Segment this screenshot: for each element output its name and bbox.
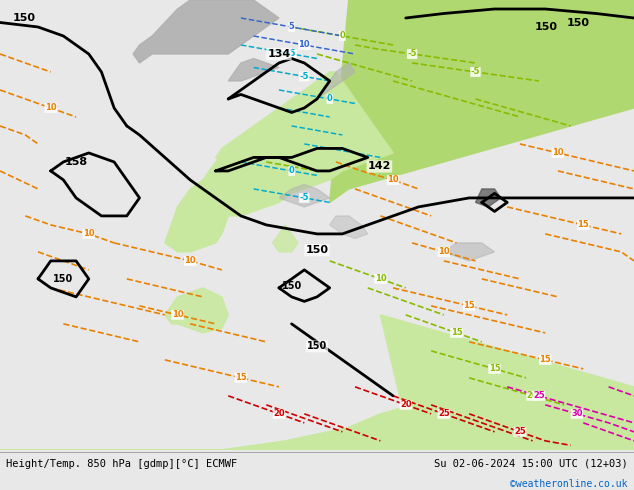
Polygon shape <box>216 144 241 162</box>
Text: 25: 25 <box>533 392 545 400</box>
Polygon shape <box>330 216 368 239</box>
Polygon shape <box>133 0 279 63</box>
Text: 15: 15 <box>451 328 462 338</box>
Text: 10: 10 <box>184 256 196 266</box>
Text: 150: 150 <box>306 245 328 255</box>
Text: ©weatheronline.co.uk: ©weatheronline.co.uk <box>510 479 628 489</box>
Text: 10: 10 <box>387 175 399 184</box>
Text: 10: 10 <box>375 274 386 283</box>
Text: 142: 142 <box>368 161 391 172</box>
Polygon shape <box>273 225 298 252</box>
Polygon shape <box>165 288 228 333</box>
Text: 134: 134 <box>268 49 290 59</box>
Text: 158: 158 <box>65 157 87 167</box>
Text: 20: 20 <box>400 400 411 409</box>
Text: 0: 0 <box>327 95 333 103</box>
Text: 150: 150 <box>307 342 327 351</box>
Text: 10: 10 <box>172 310 183 319</box>
Text: 15: 15 <box>463 301 475 310</box>
Text: 25: 25 <box>514 427 526 436</box>
Polygon shape <box>228 58 279 81</box>
Text: -5: -5 <box>300 194 309 202</box>
Text: 5: 5 <box>288 23 295 31</box>
Text: 0: 0 <box>339 31 346 41</box>
Polygon shape <box>330 0 634 202</box>
Text: -5: -5 <box>408 49 417 58</box>
Polygon shape <box>165 72 393 252</box>
Text: 10: 10 <box>552 148 564 157</box>
Polygon shape <box>380 315 634 450</box>
Text: 150: 150 <box>53 274 74 284</box>
Polygon shape <box>0 382 634 450</box>
Text: 0: 0 <box>288 167 295 175</box>
Text: 150: 150 <box>567 18 590 28</box>
Text: -5: -5 <box>300 72 309 81</box>
Text: Su 02-06-2024 15:00 UTC (12+03): Su 02-06-2024 15:00 UTC (12+03) <box>434 459 628 469</box>
Polygon shape <box>279 184 330 207</box>
Polygon shape <box>444 243 495 261</box>
Text: Height/Temp. 850 hPa [gdmp][°C] ECMWF: Height/Temp. 850 hPa [gdmp][°C] ECMWF <box>6 459 238 469</box>
Text: 20: 20 <box>527 392 538 400</box>
Text: 20: 20 <box>273 409 285 418</box>
Text: 15: 15 <box>540 355 551 365</box>
Text: 10: 10 <box>299 41 310 49</box>
Text: 15: 15 <box>235 373 247 382</box>
Text: 15: 15 <box>578 220 589 229</box>
Text: 150: 150 <box>281 281 302 291</box>
Text: -5: -5 <box>471 68 480 76</box>
Text: 150: 150 <box>13 14 36 24</box>
Polygon shape <box>317 63 355 99</box>
Text: 10: 10 <box>45 103 56 113</box>
Text: 10: 10 <box>438 247 450 256</box>
Polygon shape <box>476 189 501 207</box>
Text: 25: 25 <box>438 409 450 418</box>
Text: -5: -5 <box>287 49 296 58</box>
Text: 10: 10 <box>83 229 94 239</box>
Text: 30: 30 <box>571 409 583 418</box>
Text: 150: 150 <box>535 23 558 32</box>
Text: 15: 15 <box>489 365 500 373</box>
